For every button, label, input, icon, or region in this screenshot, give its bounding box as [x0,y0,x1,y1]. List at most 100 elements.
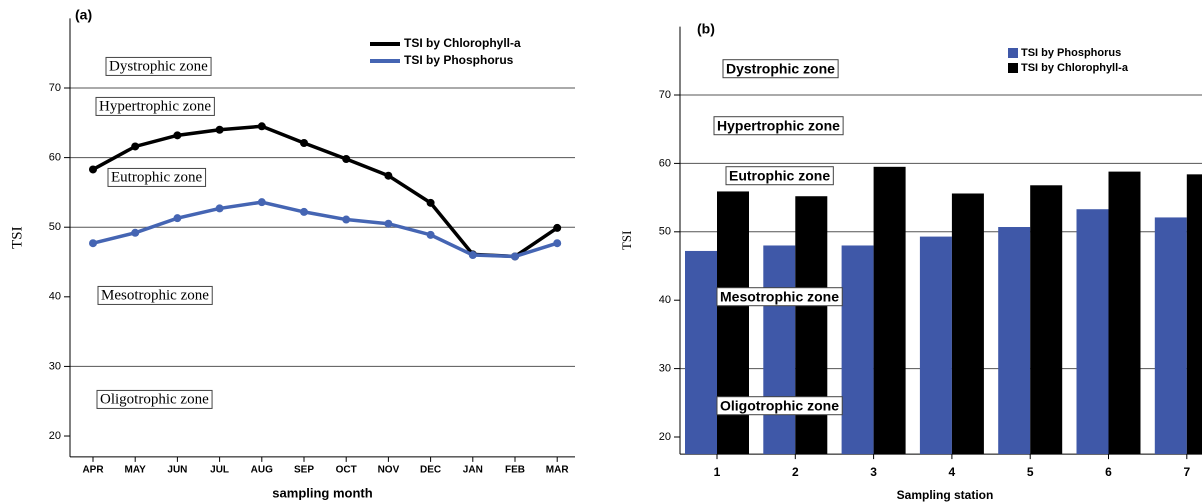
point [89,239,97,248]
legend-label: TSI by Phosphorus [404,53,514,67]
bar [1154,217,1187,455]
bar [873,166,906,455]
y-tick-label: 70 [659,89,671,101]
zone-label: Oligotrophic zone [720,398,839,414]
x-tick-label: JAN [463,465,483,476]
zone-box [722,59,839,79]
point [131,228,140,237]
x-axis-label: Sampling station [897,488,994,502]
bar [685,250,717,455]
bar [1186,174,1202,455]
series-line [92,124,559,259]
x-tick-label: MAY [125,465,147,476]
x-tick-label: FEB [505,465,525,476]
bar [919,236,952,455]
point [468,251,477,260]
point [300,138,308,147]
y-tick-label: 20 [659,431,671,443]
point [553,223,562,232]
bar [951,193,984,455]
bar [998,227,1031,455]
zone-box [725,166,834,186]
x-tick-label: MAR [546,465,570,476]
x-tick-label: SEP [294,465,314,476]
point [215,204,224,213]
zone-label: Eutrophic zone [111,169,203,185]
zone-box [716,287,843,307]
chart-title: (a) [75,7,92,23]
zone-box [105,56,212,76]
zone-label: Oligotrophic zone [100,391,209,407]
bar [795,196,828,455]
zone-label: Hypertrophic zone [717,118,840,134]
bar [1108,171,1141,455]
zone-box [97,285,213,305]
x-tick-label: 3 [870,465,877,479]
y-tick-label: 50 [659,226,671,238]
y-axis-label: TSI [9,226,25,249]
bar [841,245,874,455]
y-axis-label: TSI [619,231,634,251]
point [511,252,519,261]
bar [1030,185,1063,455]
legend-label: TSI by Phosphorus [1021,47,1121,59]
y-tick-label: 20 [49,430,61,442]
series-line [92,200,558,259]
y-tick-label: 40 [49,291,61,303]
zone-box [96,389,213,409]
zone-label: Dystrophic zone [109,58,208,74]
point [384,219,393,228]
zone-box [713,116,844,136]
point [89,165,97,174]
point [131,142,140,151]
point [426,230,435,239]
bar [763,245,796,455]
panel: (a) 20 30 40 50 60 70 TSI sampling month APR MAY JU… [9,7,575,500]
legend-label: TSI by Chlorophyll-a [1021,62,1129,74]
zone-box [95,96,215,116]
x-tick-label: 7 [1183,465,1190,479]
legend-swatch [1008,48,1018,58]
x-tick-label: 6 [1105,465,1112,479]
x-tick-label: DEC [420,465,441,476]
y-tick-label: 60 [49,152,61,164]
point [300,207,308,216]
bar [1076,209,1109,455]
point [257,122,266,131]
x-tick-label: 2 [792,465,799,479]
chart-title: (b) [697,21,715,37]
point [426,198,435,207]
y-tick-label: 50 [49,221,61,233]
x-tick-label: NOV [378,465,400,476]
x-tick-label: 4 [949,465,956,479]
point [342,154,351,163]
point [553,239,562,248]
x-tick-label: AUG [251,465,273,476]
zone-label: Hypertrophic zone [99,98,211,114]
point [173,131,182,140]
y-tick-label: 30 [659,363,671,375]
x-tick-label: JUL [210,465,229,476]
zone-label: Eutrophic zone [729,168,830,184]
x-tick-label: APR [82,465,104,476]
x-axis-label: sampling month [272,485,372,500]
legend-label: TSI by Chlorophyll-a [404,36,521,50]
y-tick-label: 30 [49,360,61,372]
point [173,214,182,223]
point [342,215,351,224]
zone-label: Mesotrophic zone [720,289,839,305]
legend-swatch [1008,63,1018,73]
x-tick-label: 5 [1027,465,1034,479]
y-tick-label: 40 [659,294,671,306]
zone-label: Mesotrophic zone [101,287,209,303]
point [215,125,224,134]
x-tick-label: JUN [167,465,187,476]
zone-box [107,167,207,187]
x-tick-label: 1 [714,465,721,479]
x-tick-label: OCT [336,465,357,476]
panel: (b) 20 30 40 50 60 70 TSI Sampling station 1 2 3 4 5 6… [619,21,1202,502]
point [384,171,393,180]
zone-box [716,396,843,416]
point [257,198,266,207]
